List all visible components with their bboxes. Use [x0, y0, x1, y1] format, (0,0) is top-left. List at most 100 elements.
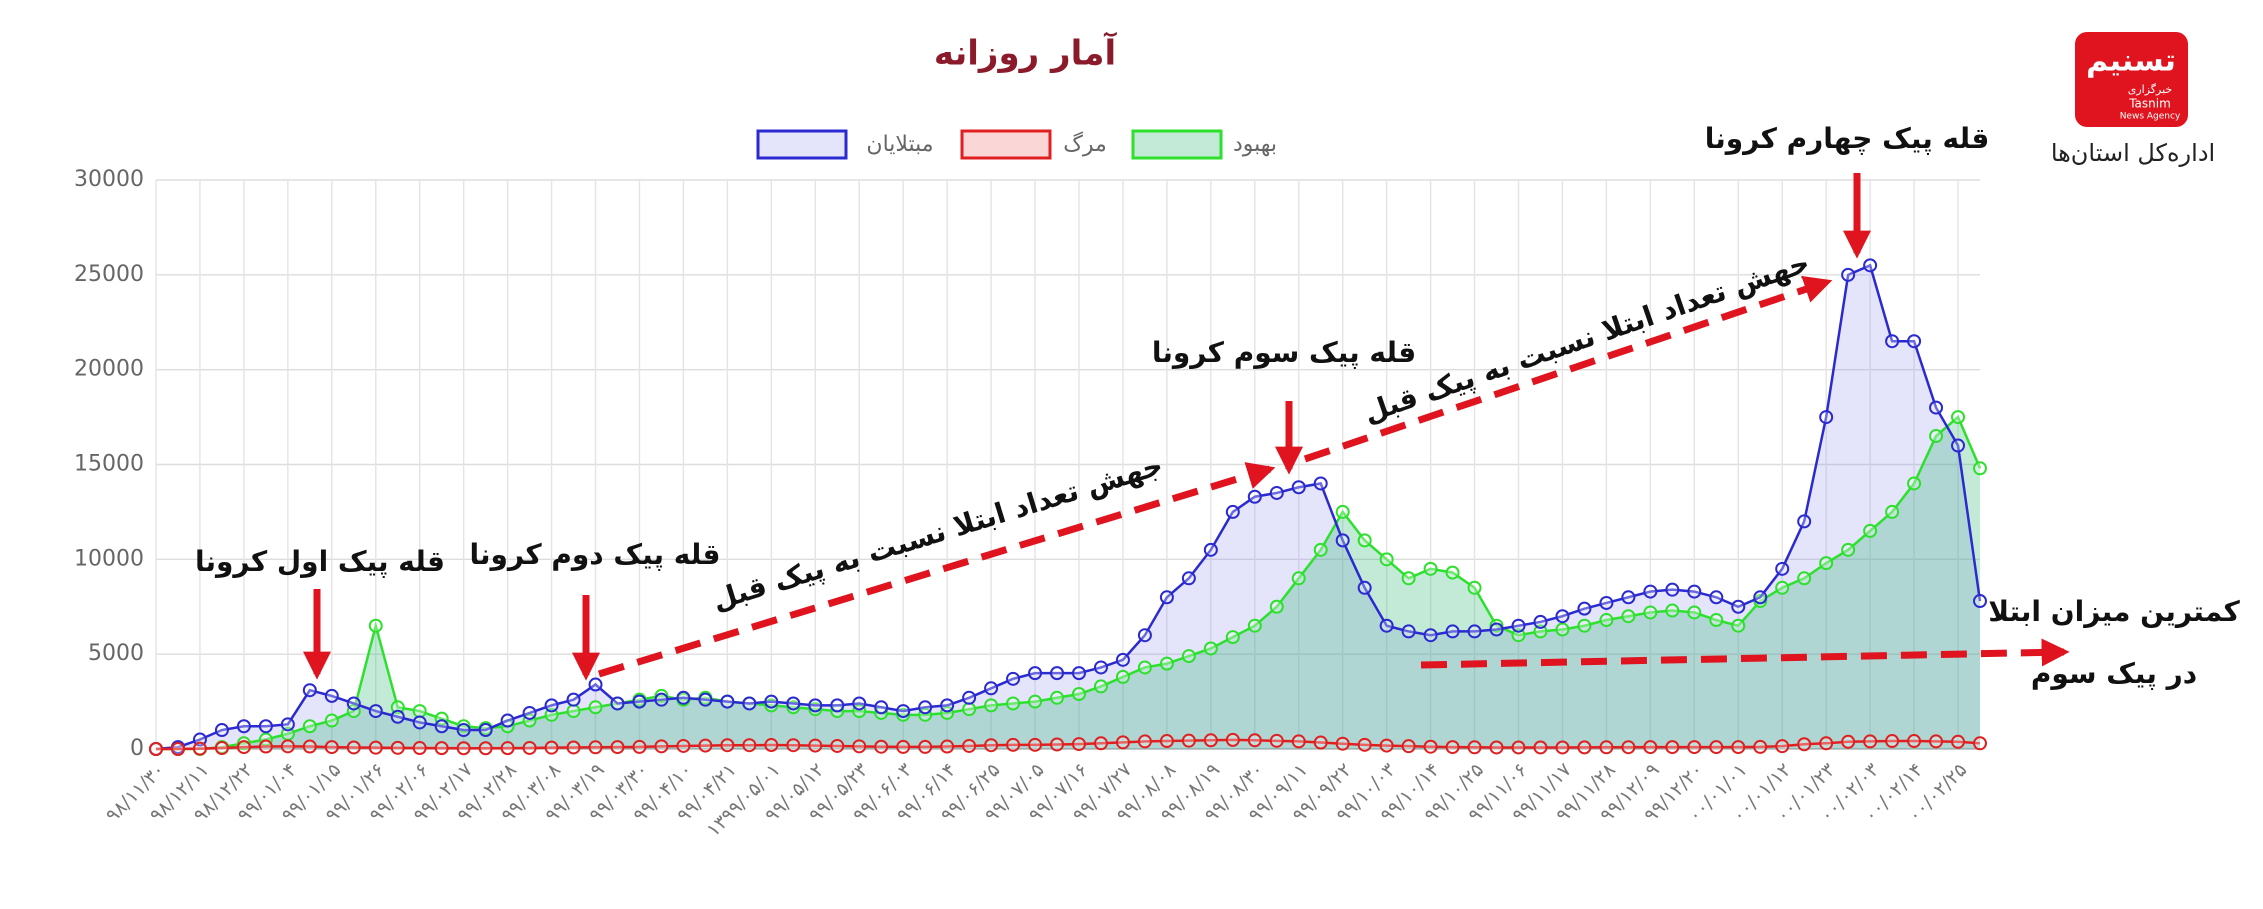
annotation-arrow — [597, 462, 1276, 678]
point — [1115, 652, 1130, 667]
point — [214, 741, 229, 756]
y-tick-label: 0 — [130, 736, 144, 761]
logo: تسنیم خبرگزاری Tasnim News Agency اداره‌… — [2051, 32, 2215, 167]
y-tick-label: 20000 — [74, 357, 144, 382]
point — [1951, 734, 1966, 749]
point — [1753, 739, 1768, 754]
point — [610, 740, 625, 755]
point — [1291, 734, 1306, 749]
point — [940, 698, 955, 713]
point — [522, 705, 537, 720]
point — [1291, 480, 1306, 495]
point — [412, 715, 427, 730]
point — [1489, 740, 1504, 755]
point — [1775, 739, 1790, 754]
point — [830, 698, 845, 713]
point — [1291, 571, 1306, 586]
point — [874, 739, 889, 754]
y-tick-label: 30000 — [74, 167, 144, 192]
point — [896, 707, 911, 722]
point — [1775, 561, 1790, 576]
point — [1621, 590, 1636, 605]
point — [1423, 561, 1438, 576]
point — [1533, 624, 1548, 639]
point — [544, 707, 559, 722]
point — [984, 681, 999, 696]
point — [1115, 735, 1130, 750]
point — [1247, 618, 1262, 633]
point — [1599, 613, 1614, 628]
point — [1093, 660, 1108, 675]
point — [1973, 736, 1987, 751]
point — [1621, 740, 1636, 755]
point — [1137, 628, 1152, 643]
point — [764, 738, 779, 753]
point — [170, 742, 185, 756]
logo-box — [2075, 32, 2188, 127]
point — [1467, 740, 1482, 755]
legend-swatch — [756, 129, 848, 160]
y-tick-label: 5000 — [88, 641, 144, 666]
point — [236, 719, 251, 734]
point — [1841, 542, 1856, 557]
annotation: قله پیک سوم کرونا — [1152, 336, 1416, 369]
point — [1313, 735, 1328, 750]
annotation-arrow — [1303, 275, 1833, 463]
point — [214, 723, 229, 738]
point — [1577, 601, 1592, 616]
point — [192, 741, 207, 756]
point — [1401, 739, 1416, 754]
point — [544, 740, 559, 755]
point — [1159, 734, 1174, 749]
point — [478, 741, 493, 756]
point — [1973, 461, 1987, 476]
annotation: جهش تعداد ابتلا نسبت به پیک قبل — [709, 448, 1167, 617]
point — [1335, 533, 1350, 548]
point — [1709, 613, 1724, 628]
point — [1225, 504, 1240, 519]
point — [1071, 686, 1086, 701]
point — [632, 739, 647, 754]
point — [1093, 736, 1108, 751]
point — [1445, 565, 1460, 580]
point — [896, 739, 911, 754]
point — [434, 741, 449, 756]
point — [940, 739, 955, 754]
point — [500, 741, 515, 756]
point — [1006, 696, 1021, 711]
point — [1929, 400, 1944, 415]
point — [302, 683, 317, 698]
point — [1555, 622, 1570, 637]
point — [1357, 533, 1372, 548]
point — [654, 692, 669, 707]
point — [1137, 734, 1152, 749]
point — [1577, 618, 1592, 633]
point — [1885, 504, 1900, 519]
point — [368, 704, 383, 719]
point — [1863, 734, 1878, 749]
point — [412, 704, 427, 719]
point — [390, 709, 405, 724]
point — [1203, 641, 1218, 656]
point — [1050, 666, 1065, 681]
point — [1841, 267, 1856, 282]
point — [1555, 740, 1570, 755]
point — [896, 704, 911, 719]
point — [1885, 734, 1900, 749]
point — [302, 719, 317, 734]
point — [1709, 590, 1724, 605]
point — [302, 739, 317, 754]
point — [874, 700, 889, 715]
point — [1885, 334, 1900, 349]
point — [1599, 595, 1614, 610]
point — [1335, 736, 1350, 751]
point — [566, 692, 581, 707]
y-tick-label: 25000 — [74, 262, 144, 287]
point — [676, 738, 691, 753]
point — [1181, 733, 1196, 748]
point — [1028, 694, 1043, 709]
point — [588, 700, 603, 715]
point — [1093, 679, 1108, 694]
point — [1599, 740, 1614, 755]
point — [1731, 618, 1746, 633]
